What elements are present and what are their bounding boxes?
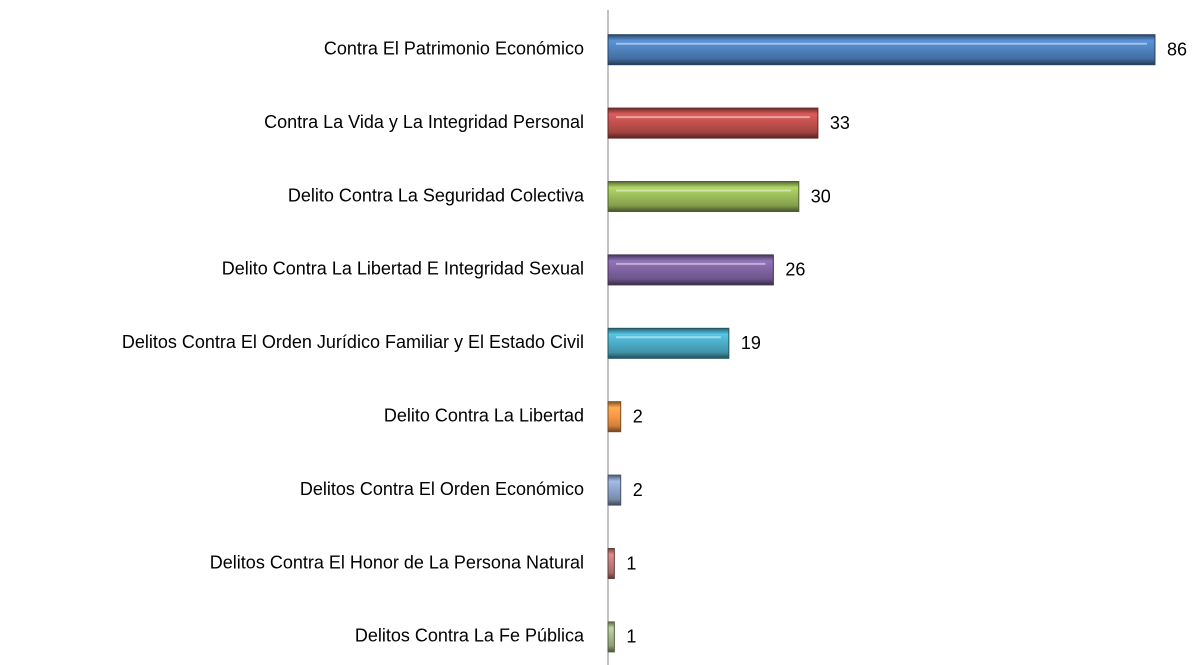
category-label: Delitos Contra La Fe Pública — [355, 626, 585, 646]
bar — [607, 34, 1156, 66]
category-label: Contra El Patrimonio Económico — [324, 38, 584, 58]
category-label: Delito Contra La Libertad — [384, 405, 584, 425]
category-label: Contra La Vida y La Integridad Personal — [264, 112, 584, 132]
category-label: Delito Contra La Seguridad Colectiva — [288, 185, 585, 205]
value-label: 2 — [633, 480, 643, 500]
bar — [607, 548, 615, 579]
category-label: Delito Contra La Libertad E Integridad S… — [222, 259, 584, 279]
value-label: 19 — [741, 333, 761, 353]
bar — [607, 181, 800, 212]
value-label: 1 — [626, 553, 636, 573]
value-label: 26 — [785, 260, 805, 280]
bar — [607, 621, 615, 653]
category-label: Delitos Contra El Orden Jurídico Familia… — [122, 332, 584, 352]
bar — [607, 401, 622, 433]
bar — [607, 254, 774, 286]
value-label: 33 — [830, 113, 850, 133]
value-label: 2 — [633, 406, 643, 426]
category-label: Delitos Contra El Honor de La Persona Na… — [210, 552, 584, 572]
value-label: 30 — [811, 186, 831, 206]
bar — [607, 107, 819, 139]
bar — [607, 327, 730, 359]
bar — [607, 474, 622, 506]
value-label: 86 — [1167, 39, 1187, 59]
category-label: Delitos Contra El Orden Económico — [300, 479, 584, 499]
value-label: 1 — [626, 627, 636, 647]
